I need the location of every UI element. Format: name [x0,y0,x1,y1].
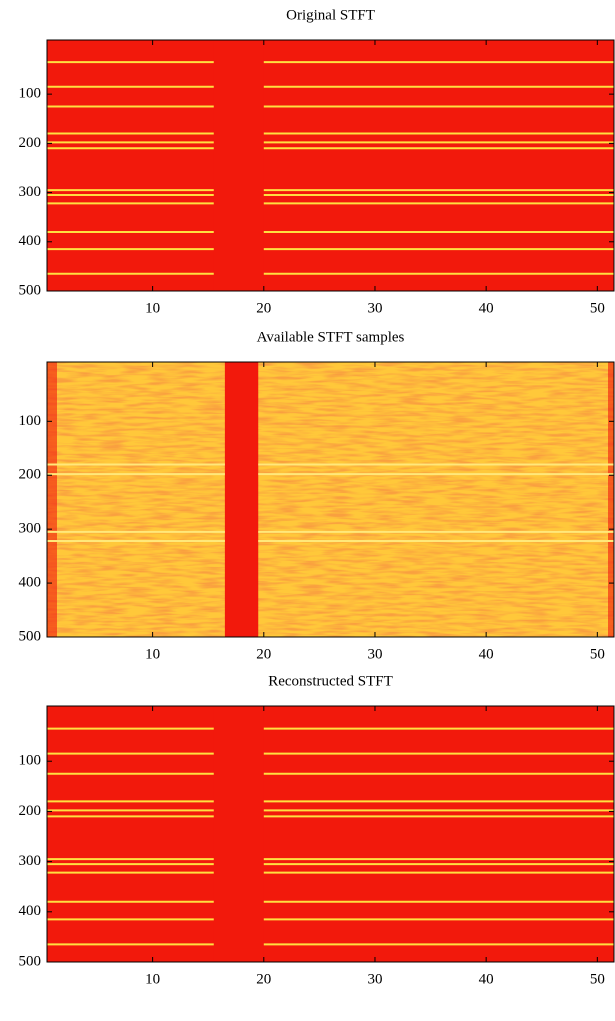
y-tick-label: 200 [19,467,42,483]
edge [608,362,614,637]
x-tick-label: 10 [145,300,160,316]
y-tick-label: 400 [19,575,42,591]
y-tick-label: 100 [19,753,42,769]
y-tick-label: 200 [19,803,42,819]
plot [46,361,615,638]
x-tick-label: 10 [145,646,160,662]
y-tick-label: 100 [19,413,42,429]
frame [46,39,615,292]
background [47,40,614,291]
chart-title: Original STFT [286,7,375,23]
image [47,40,614,291]
edge [47,362,57,637]
x-tick-label: 50 [590,646,605,662]
chart-title: Reconstructed STFT [268,673,393,689]
y-tick-label: 300 [19,853,42,869]
gap [213,40,264,291]
y-tick-label: 300 [19,521,42,537]
x-tick-label: 50 [590,971,605,987]
y-tick-label: 500 [19,628,42,644]
frame [46,361,615,638]
y-tick-label: 200 [19,135,42,151]
gap [213,706,264,962]
image [47,362,614,637]
x-tick-label: 50 [590,300,605,316]
x-tick-label: 30 [367,646,382,662]
texture [47,362,614,637]
plot [46,39,615,292]
x-tick-label: 40 [479,646,494,662]
y-tick-label: 400 [19,233,42,249]
x-tick-label: 30 [367,971,382,987]
background [47,706,614,962]
y-tick-label: 500 [19,282,42,298]
plot [46,705,615,963]
x-tick-label: 20 [256,646,271,662]
image [47,706,614,962]
x-tick-label: 20 [256,971,271,987]
y-tick-label: 300 [19,184,42,200]
x-tick-label: 40 [479,300,494,316]
y-tick-label: 500 [19,953,42,969]
x-tick-label: 10 [145,971,160,987]
chart-title: Available STFT samples [257,329,405,345]
gap [224,362,259,637]
frame [46,705,615,963]
x-tick-label: 30 [367,300,382,316]
y-tick-label: 100 [19,86,42,102]
y-tick-label: 400 [19,903,42,919]
x-tick-label: 40 [479,971,494,987]
x-tick-label: 20 [256,300,271,316]
